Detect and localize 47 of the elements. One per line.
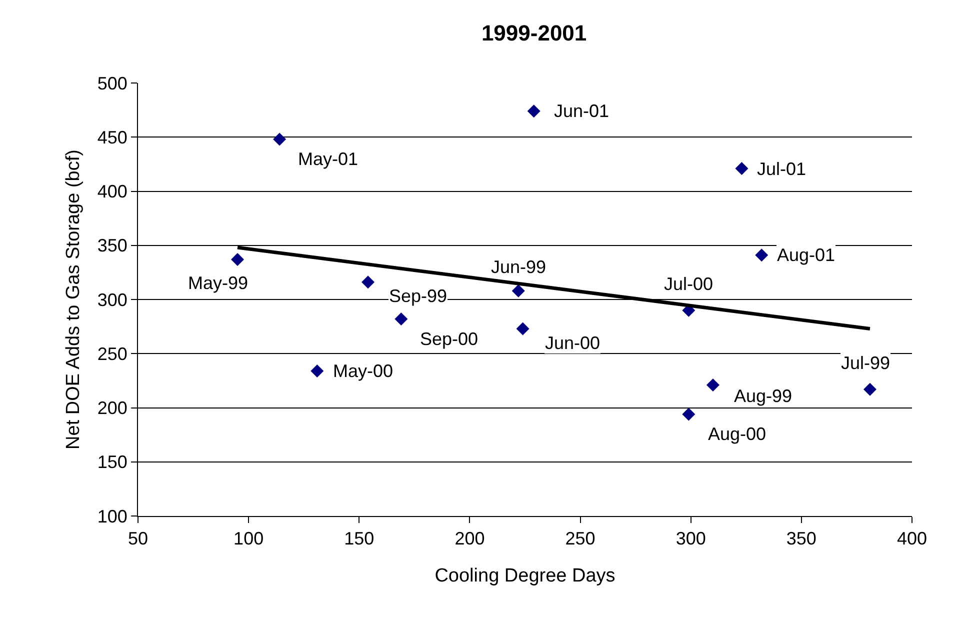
y-tick-label: 300 xyxy=(97,290,128,310)
x-tick-label: 100 xyxy=(234,528,264,549)
x-tick-label: 400 xyxy=(896,528,928,549)
y-tick-label: 150 xyxy=(97,452,128,472)
annotation: Jul-01 xyxy=(757,159,806,179)
point xyxy=(361,276,374,289)
annotation: Aug-99 xyxy=(734,386,792,406)
annotation: May-01 xyxy=(298,149,358,169)
annotation: Jun-00 xyxy=(545,333,600,353)
x-tick-label: 200 xyxy=(454,528,485,549)
chart-title: 1999-2001 xyxy=(481,20,587,46)
x-tick-label: 250 xyxy=(565,528,596,549)
y-tick-label: 500 xyxy=(97,73,128,94)
point xyxy=(394,312,408,326)
annotation: May-99 xyxy=(188,273,248,293)
y-axis-title: Net DOE Adds to Gas Storage (bcf) xyxy=(63,150,84,450)
annotation: Sep-00 xyxy=(420,329,478,349)
x-axis-title: Cooling Degree Days xyxy=(434,565,616,586)
x-tick-label: 150 xyxy=(344,528,374,549)
x-tick-label: 300 xyxy=(676,528,706,549)
point xyxy=(310,364,324,378)
annotation: Jun-99 xyxy=(491,257,546,277)
annotation: May-00 xyxy=(333,361,394,381)
point xyxy=(682,408,696,421)
y-tick-label: 350 xyxy=(97,236,128,256)
point xyxy=(735,162,748,176)
y-tick-label: 450 xyxy=(97,127,128,148)
point xyxy=(706,378,720,392)
annotation: Aug-00 xyxy=(708,424,766,444)
y-tick-label: 100 xyxy=(97,506,128,526)
annotation: Jul-00 xyxy=(664,274,714,294)
point xyxy=(516,322,530,336)
annotation: Sep-99 xyxy=(389,286,448,306)
point xyxy=(231,252,244,266)
y-tick-label: 400 xyxy=(97,182,128,202)
point xyxy=(512,284,525,298)
point xyxy=(273,132,286,146)
x-tick-label: 50 xyxy=(128,528,148,549)
y-tick-label: 200 xyxy=(97,398,128,418)
annotation: Aug-01 xyxy=(777,245,836,265)
annotation: Jul-99 xyxy=(841,353,890,373)
point xyxy=(755,248,768,262)
y-tick-label: 250 xyxy=(97,344,128,364)
x-tick-label: 350 xyxy=(786,528,816,549)
annotation: Jun-01 xyxy=(554,101,610,121)
point xyxy=(527,104,540,118)
point xyxy=(863,382,876,396)
